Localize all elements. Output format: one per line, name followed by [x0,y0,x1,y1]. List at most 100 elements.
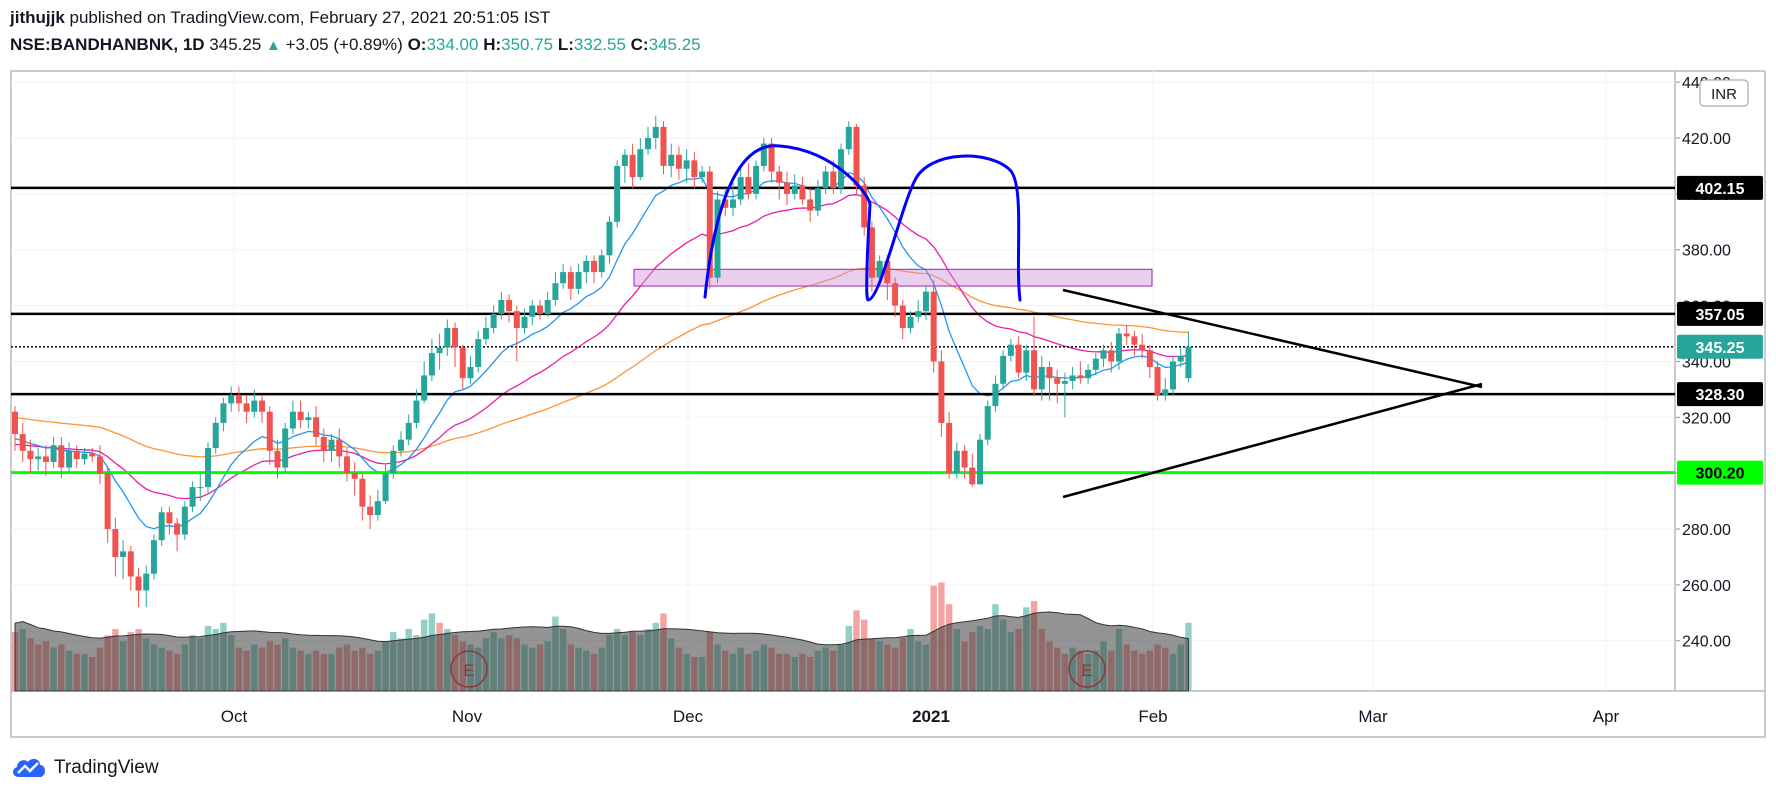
candle-body [1108,350,1115,362]
candle-body [398,439,404,451]
candle-body [621,154,628,166]
candle-body [1162,389,1169,395]
candle-body [197,487,204,489]
candle-body [243,403,250,412]
candle-body [899,305,906,328]
candle-body [1185,346,1192,379]
candle-body [560,272,567,284]
candle-body [35,456,42,460]
up-arrow-icon: ▲ [266,37,281,54]
candle-body [722,199,729,208]
candle-body [552,283,559,301]
currency-badge [1699,79,1749,107]
candle-body [729,199,736,208]
close-value: 345.25 [648,35,701,54]
candle-body [158,512,165,541]
price-tick-label: 320.00 [1682,410,1731,427]
candle-body [598,255,605,273]
earnings-marker-label: E [463,661,474,680]
time-tick-label: Mar [1358,707,1388,726]
time-tick-label: Apr [1593,707,1620,726]
candle-body [591,260,597,273]
publish-info: jithujjk published on TradingView.com, F… [10,8,550,28]
time-axis-frame [10,690,1766,738]
level-price-label: 402.15 [1696,181,1745,198]
candle-body [1046,367,1053,379]
time-tick-label: Oct [221,707,248,726]
candle-body [58,445,65,468]
candle-body [961,450,968,468]
candle-body [822,171,829,189]
candle-body [567,272,574,289]
candle-body [367,506,374,516]
candle-body [266,411,273,451]
level-price-tag [1677,460,1763,485]
candle-body [1007,344,1014,356]
candle-body [922,291,929,312]
candle-body [660,126,667,166]
candle-body [181,506,188,535]
publisher-name: jithujjk [10,8,65,27]
low-value: 332.55 [573,35,626,54]
candle-body [745,177,752,194]
high-label: H: [483,35,502,54]
candle-body [992,383,999,407]
candle-body [251,400,258,412]
candle-body [536,305,543,314]
candle-body [969,467,976,485]
candle-body [861,185,868,228]
candle-body [575,272,582,289]
candle-body [1077,375,1084,379]
candle-body [884,260,891,284]
currency-label: INR [1711,86,1737,103]
candle-body [1170,361,1176,390]
candle-body [421,375,428,401]
candle-body [289,411,296,429]
level-price-label: 328.30 [1696,387,1745,404]
candle-body [104,473,111,530]
candle-body [143,573,150,591]
candle-body [784,182,790,194]
level-price-label: 357.05 [1696,307,1745,324]
candle-body [228,394,235,404]
candle-body [892,283,899,306]
candle-body [27,450,34,460]
price-tick-label: 420.00 [1682,131,1731,148]
candle-body [382,473,389,502]
candle-body [953,450,960,474]
candle-body [714,199,721,278]
candle-body [1031,350,1038,390]
candle-body [305,417,312,421]
candle-body [42,456,49,462]
ema-slow-line [14,267,1189,458]
candle-body [19,434,26,451]
candle-body [127,551,134,577]
price-tick-label: 280.00 [1682,522,1731,539]
candle-body [328,439,335,451]
candle-body [1092,358,1099,370]
last-price: 345.25 [209,35,262,54]
candle-body [482,327,489,340]
candle-body [390,450,397,474]
candle-body [645,138,652,150]
candle-body [737,177,744,200]
candle-body [96,456,103,474]
level-price-label: 300.20 [1696,466,1745,483]
earnings-marker [1068,650,1106,688]
candle-body [89,453,96,457]
candle-body [544,300,551,314]
candle-body [652,126,659,139]
candle-body [12,411,18,435]
candle-body [320,436,327,451]
candle-body [513,311,520,328]
candle-body [853,126,860,186]
candle-body [1069,375,1076,381]
candle-body [760,143,767,166]
candle-body [50,445,57,462]
candle-body [946,422,953,474]
candle-body [915,311,922,317]
symbol-label: NSE:BANDHANBNK, 1D [10,35,205,54]
time-tick-label: Dec [673,707,704,726]
candle-body [830,171,837,189]
